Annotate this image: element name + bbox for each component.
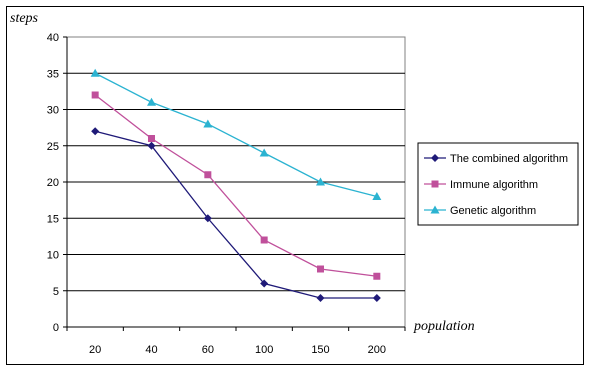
data-point xyxy=(259,148,269,157)
x-axis-title: population xyxy=(413,319,475,334)
data-point xyxy=(147,97,156,106)
series-2 xyxy=(91,91,381,280)
data-point xyxy=(203,214,212,223)
x-tick-label: 40 xyxy=(145,344,157,356)
data-point xyxy=(91,127,100,136)
data-point xyxy=(260,236,268,244)
x-tick-label: 20 xyxy=(89,344,101,356)
legend-label: The combined algorithm xyxy=(450,153,568,165)
data-point xyxy=(317,265,324,273)
series-line xyxy=(95,130,377,299)
legend-label: Immune algorithm xyxy=(450,179,538,191)
y-tick-label: 30 xyxy=(47,105,59,117)
data-point xyxy=(316,177,325,186)
series-line xyxy=(94,94,377,277)
data-point xyxy=(316,294,325,302)
legend: The combined algorithm Immune algorithm Ge… xyxy=(417,142,579,226)
y-tick-label: 35 xyxy=(47,68,59,80)
data-point xyxy=(90,68,100,77)
y-tick-label: 10 xyxy=(47,250,59,262)
x-tick-label: 150 xyxy=(311,344,329,356)
legend-marker xyxy=(431,154,439,162)
data-point xyxy=(372,294,381,302)
y-tick-label: 25 xyxy=(47,141,59,153)
series-line xyxy=(94,72,377,198)
series-3 xyxy=(90,68,382,200)
y-tick-label: 0 xyxy=(53,322,59,334)
data-point xyxy=(373,272,381,280)
series-1 xyxy=(91,127,381,302)
data-point xyxy=(148,135,155,142)
data-point xyxy=(91,91,99,99)
legend-marker xyxy=(430,205,440,214)
data-point xyxy=(372,192,382,200)
y-tick-label: 40 xyxy=(47,32,59,44)
x-tick-label: 60 xyxy=(202,344,214,356)
axes: 0 5 10 15 20 25 30 35 40 20 40 60 100 150 200 xyxy=(47,32,406,356)
y-axis-title: steps xyxy=(10,11,39,26)
data-point xyxy=(204,171,212,179)
y-tick-label: 20 xyxy=(47,177,59,189)
y-tick-label: 15 xyxy=(47,213,59,225)
x-tick-label: 100 xyxy=(255,344,273,356)
y-tick-label: 5 xyxy=(53,286,59,298)
data-point xyxy=(260,279,269,288)
legend-marker xyxy=(431,180,439,188)
data-point xyxy=(147,141,156,150)
series-lines xyxy=(90,68,382,302)
legend-label: Genetic algorithm xyxy=(450,205,536,217)
x-tick-label: 200 xyxy=(368,344,386,356)
data-point xyxy=(203,119,213,128)
